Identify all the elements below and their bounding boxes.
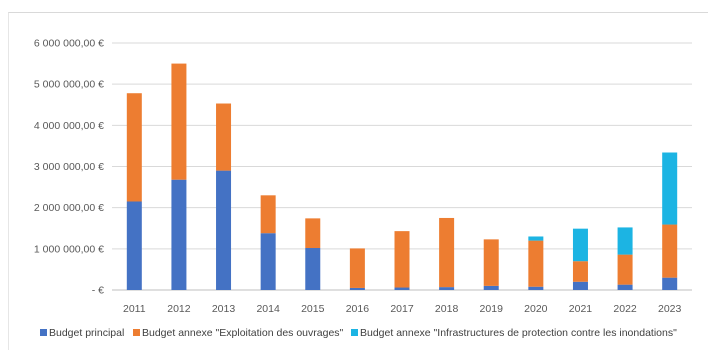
bar-segment xyxy=(216,103,232,171)
bar-segment xyxy=(528,240,544,287)
bar-segment xyxy=(305,248,321,290)
bar-segment xyxy=(394,287,410,290)
legend-swatch xyxy=(40,329,47,336)
bar-segment xyxy=(662,152,678,225)
x-tick-label: 2012 xyxy=(167,303,191,315)
y-tick-label: 3 000 000,00 € xyxy=(34,161,104,173)
bar-segment xyxy=(171,63,187,180)
y-tick-label: 5 000 000,00 € xyxy=(34,79,104,91)
x-tick-label: 2015 xyxy=(301,303,325,315)
y-tick-label: 6 000 000,00 € xyxy=(34,38,104,50)
bar-segment xyxy=(349,248,365,288)
bar-segment xyxy=(528,236,544,241)
bar-segment xyxy=(439,287,455,290)
bars xyxy=(126,63,678,290)
bar-segment xyxy=(662,224,678,278)
bar-segment xyxy=(171,179,187,290)
bar-segment xyxy=(572,261,588,282)
bar-segment xyxy=(126,201,142,290)
x-tick-label: 2023 xyxy=(658,303,682,315)
y-tick-label: 4 000 000,00 € xyxy=(34,120,104,132)
bar-segment xyxy=(394,231,410,288)
y-tick-label: 2 000 000,00 € xyxy=(34,202,104,214)
bar-segment xyxy=(483,239,499,286)
x-tick-label: 2014 xyxy=(256,303,280,315)
y-tick-label: 1 000 000,00 € xyxy=(34,243,104,255)
x-tick-label: 2021 xyxy=(569,303,593,315)
x-tick-label: 2020 xyxy=(524,303,548,315)
x-tick-label: 2011 xyxy=(123,303,146,315)
legend: Budget principal Budget annexe "Exploitat… xyxy=(40,327,677,339)
bar-segment xyxy=(126,93,142,202)
x-tick-label: 2019 xyxy=(480,303,504,315)
bar-segment xyxy=(572,228,588,262)
legend-swatch xyxy=(351,329,358,336)
bar-segment xyxy=(617,254,633,285)
legend-swatch xyxy=(133,329,140,336)
bar-segment xyxy=(617,227,633,255)
bar-segment xyxy=(260,195,276,234)
x-tick-label: 2016 xyxy=(346,303,370,315)
bar-segment xyxy=(349,287,365,290)
chart-frame xyxy=(8,12,708,350)
x-tick-label: 2018 xyxy=(435,303,459,315)
bar-segment xyxy=(617,284,633,290)
legend-label: Budget annexe "Infrastructures de protec… xyxy=(360,327,677,339)
bar-segment xyxy=(528,286,544,290)
legend-label: Budget annexe "Exploitation des ouvrages… xyxy=(142,327,344,339)
legend-label: Budget principal xyxy=(49,327,124,339)
x-tick-label: 2022 xyxy=(613,303,637,315)
x-tick-label: 2017 xyxy=(390,303,414,315)
bar-segment xyxy=(260,233,276,290)
x-tick-label: 2013 xyxy=(212,303,236,315)
bar-segment xyxy=(572,281,588,290)
bar-segment xyxy=(305,218,321,249)
x-axis: 2011 2012 2013 2014 2015 2016 2017 2018 2019 2020… xyxy=(123,303,682,315)
bar-segment xyxy=(483,285,499,290)
y-axis: - € 1 000 000,00 € 2 000 000,00 € 3 000 000… xyxy=(34,38,104,297)
bar-segment xyxy=(662,277,678,290)
bar-segment xyxy=(216,170,232,290)
y-tick-label: - € xyxy=(92,285,104,297)
bar-segment xyxy=(439,217,455,288)
